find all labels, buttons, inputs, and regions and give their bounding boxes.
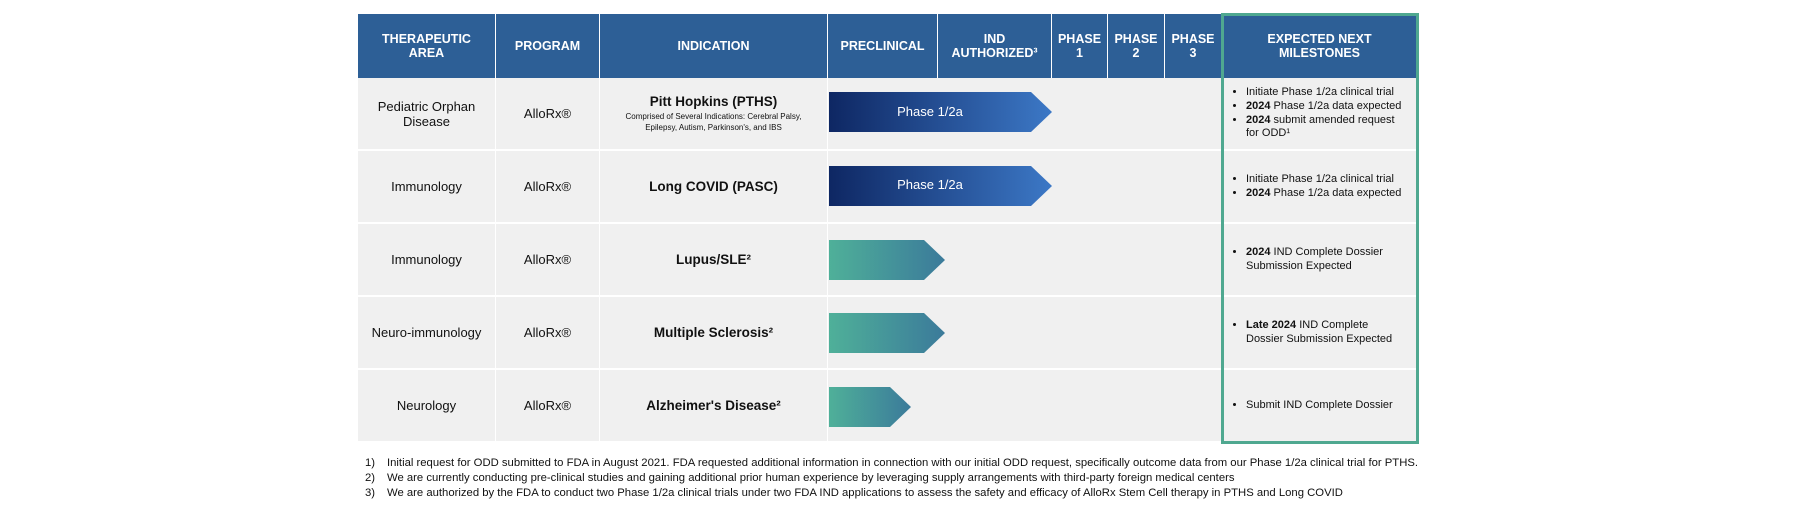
therapeutic-area: Neuro-immunology [371,325,482,340]
milestone-text: Initiate Phase 1/2a clinical trial [1246,86,1394,98]
footnote-text: We are currently conducting pre-clinical… [387,472,1235,484]
header-cell: PHASE 1 [1052,14,1108,78]
milestone: Submit IND Complete Dossier [1246,399,1393,413]
header-cell: PHASE 2 [1108,14,1165,78]
milestone-cell: Late 2024 IND Complete Dossier Submissio… [1222,297,1418,370]
therapeutic-area: Pediatric Orphan Disease [377,98,476,129]
milestone: Initiate Phase 1/2a clinical trial [1246,86,1407,100]
milestone: 2024 submit amended request for ODD¹ [1246,114,1407,142]
milestone-list: Late 2024 IND Complete Dossier Submissio… [1230,319,1407,347]
indication-cell: Long COVID (PASC) [600,151,828,224]
footnote: 2) We are currently conducting pre-clinic… [365,472,1235,484]
area-cell: Neuro-immunology [358,297,496,370]
milestone-bold: 2024 [1246,99,1271,112]
milestone: 2024 Phase 1/2a data expected [1246,187,1401,201]
header-text: PHASE 1 [1057,32,1102,60]
milestone-bold: Late 2024 [1246,318,1297,331]
milestone-cell: 2024 IND Complete Dossier Submission Exp… [1222,224,1418,297]
program-cell: AlloRx® [496,297,600,370]
area-cell: Immunology [358,151,496,224]
milestone-bold: 2024 [1246,113,1271,126]
footnote: 3) We are authorized by the FDA to conduc… [365,487,1343,499]
header-text: IND AUTHORIZED³ [951,32,1038,60]
indication-cell: Pitt Hopkins (PTHS) Comprised of Several … [600,78,828,151]
header-cell: PHASE 3 [1165,14,1222,78]
footnote: 1) Initial request for ODD submitted to F… [365,457,1418,469]
indication: Multiple Sclerosis² [653,325,774,340]
footnote-marker: 1) [365,457,376,469]
milestone-cell: Initiate Phase 1/2a clinical trial2024 P… [1222,78,1418,151]
indication: Lupus/SLE² [676,252,751,267]
area-cell: Pediatric Orphan Disease [358,78,496,151]
program-cell: AlloRx® [496,370,600,443]
therapeutic-area: Immunology [391,252,462,267]
milestone-text: submit amended request for ODD¹ [1246,113,1395,140]
indication: Alzheimer's Disease² [646,398,781,413]
milestone: Late 2024 IND Complete Dossier Submissio… [1246,319,1407,347]
milestone-bold: 2024 [1246,245,1271,258]
footnote-text: We are authorized by the FDA to conduct … [387,487,1343,499]
therapeutic-area: Neurology [396,398,457,413]
header-text: THERAPEUTIC AREA [382,32,471,60]
footnote-marker: 3) [365,487,376,499]
milestone-list: Submit IND Complete Dossier [1230,399,1393,413]
milestone: 2024 IND Complete Dossier Submission Exp… [1246,246,1407,274]
milestone-list: Initiate Phase 1/2a clinical trial2024 P… [1230,173,1401,201]
stage-cell [828,370,1222,443]
header-cell: PROGRAM [496,14,600,78]
program: AlloRx® [523,106,572,121]
indication-note: Comprised of Several Indications: Cerebr… [625,112,802,132]
indication-cell: Alzheimer's Disease² [600,370,828,443]
header-cell: EXPECTED NEXT MILESTONES [1222,14,1418,78]
header-text: PHASE 2 [1114,32,1158,60]
indication: Pitt Hopkins (PTHS) [649,94,778,110]
footnote-marker: 2) [365,472,376,484]
header-text: INDICATION [677,39,750,53]
header-cell: INDICATION [600,14,828,78]
bar-label: Phase 1/2a [897,104,963,119]
milestone: Initiate Phase 1/2a clinical trial [1246,173,1401,187]
header-cell: IND AUTHORIZED³ [938,14,1052,78]
milestone-cell: Initiate Phase 1/2a clinical trial2024 P… [1222,151,1418,224]
milestone-text: Submit IND Complete Dossier [1246,398,1393,411]
program: AlloRx® [523,398,572,413]
header-text: PRECLINICAL [840,39,925,53]
milestone: 2024 Phase 1/2a data expected [1246,100,1407,114]
milestone-list: 2024 IND Complete Dossier Submission Exp… [1230,246,1407,274]
program-cell: AlloRx® [496,78,600,151]
indication-cell: Multiple Sclerosis² [600,297,828,370]
header-text: EXPECTED NEXT MILESTONES [1267,32,1372,60]
program-cell: AlloRx® [496,224,600,297]
milestone-bold: 2024 [1246,186,1271,199]
milestone-text: Phase 1/2a data expected [1270,99,1402,112]
program: AlloRx® [523,179,572,194]
milestone-text: Phase 1/2a data expected [1270,186,1402,199]
bar-label: Phase 1/2a [897,177,963,192]
header-text: PHASE 3 [1171,32,1215,60]
area-cell: Neurology [358,370,496,443]
milestone-text: IND Complete Dossier Submission Expected [1246,245,1383,272]
footnote-text: Initial request for ODD submitted to FDA… [387,457,1419,469]
stage-cell [828,297,1222,370]
program: AlloRx® [523,325,572,340]
stage-cell [828,224,1222,297]
header-cell: THERAPEUTIC AREA [358,14,496,78]
milestone-text: IND Complete Dossier Submission Expected [1246,318,1393,345]
indication: Long COVID (PASC) [649,179,778,194]
therapeutic-area: Immunology [391,179,462,194]
milestone-cell: Submit IND Complete Dossier [1222,370,1418,443]
milestone-list: Initiate Phase 1/2a clinical trial2024 P… [1230,86,1407,141]
program: AlloRx® [523,252,572,267]
header-cell: PRECLINICAL [828,14,938,78]
milestone-text: Initiate Phase 1/2a clinical trial [1246,172,1394,185]
header-text: PROGRAM [514,39,581,53]
area-cell: Immunology [358,224,496,297]
indication-cell: Lupus/SLE² [600,224,828,297]
program-cell: AlloRx® [496,151,600,224]
